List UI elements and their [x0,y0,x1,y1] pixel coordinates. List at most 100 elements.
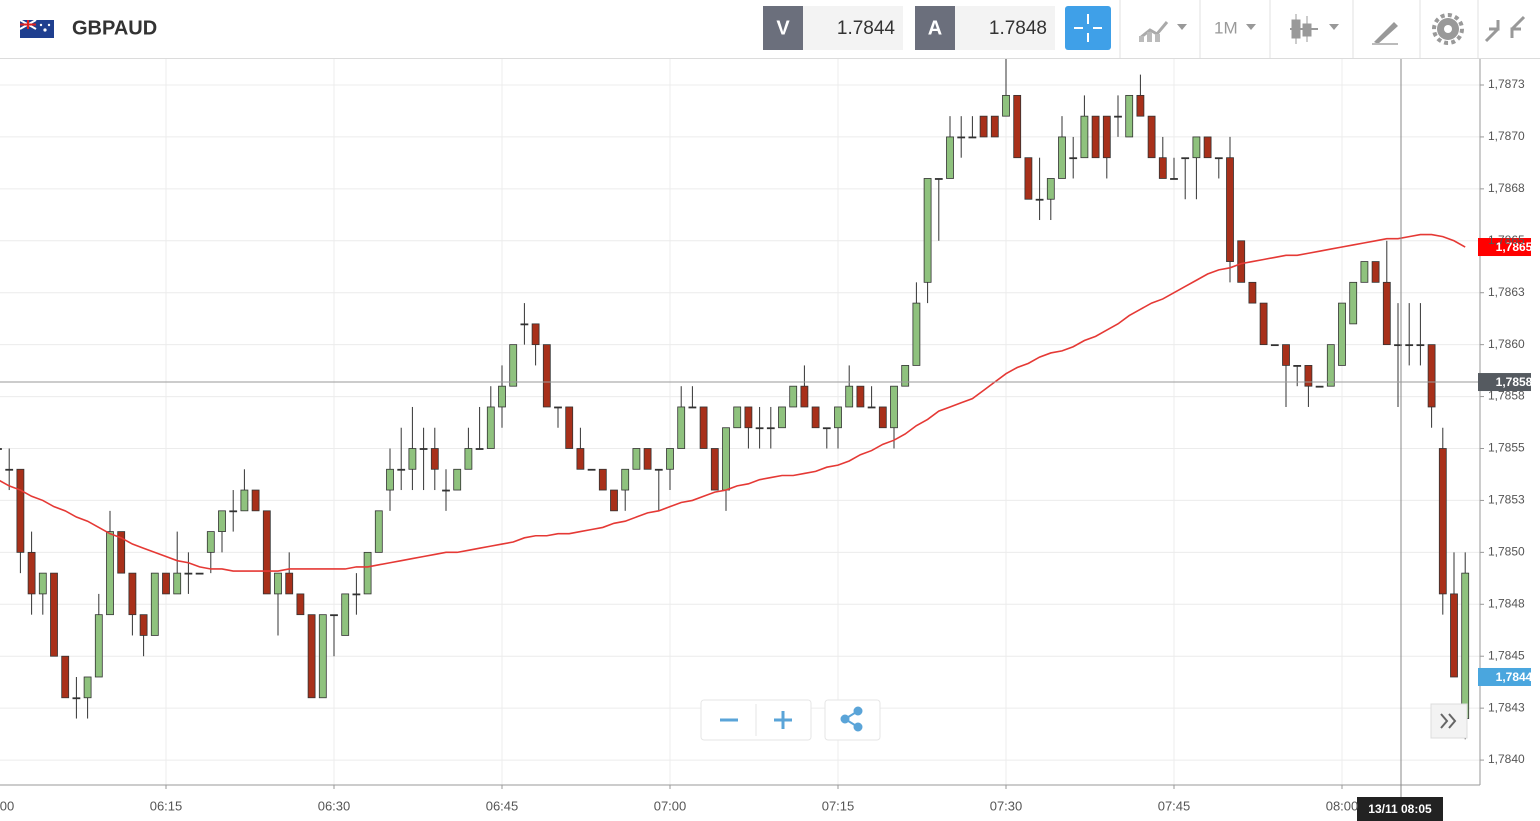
candle-body [576,448,585,470]
candle-body [262,510,271,595]
price-marker-label: 1,7858 [1496,375,1533,389]
candle-body [923,178,932,283]
candle-body [139,614,148,636]
x-tick-label: 07:00 [654,798,687,813]
candle-body [1136,94,1145,117]
candle-body [453,468,462,491]
candle-body [800,385,809,408]
share-button[interactable] [824,699,881,741]
candle-body [587,468,596,471]
candle-body [1013,94,1022,159]
candle-body [106,531,114,616]
candle-body [722,427,730,491]
candle-body [162,572,170,595]
candle-body [1024,157,1033,200]
x-tick-label: 06:15 [150,798,183,813]
candle-body [856,385,865,408]
candle-body [464,448,473,470]
candle-body [1125,94,1134,138]
candle-body [598,468,607,491]
candle-body [206,531,215,553]
candle-body [27,551,36,595]
candle-body [1315,385,1324,388]
candle-body [128,572,137,616]
candle-body [475,448,484,450]
candle-body [397,468,406,471]
price-marker [1478,667,1531,686]
candle-body [509,344,518,387]
candle-body [363,551,372,595]
candle-body [1237,240,1246,283]
collapse-button[interactable] [1484,15,1526,43]
candle-body [1080,115,1089,159]
candle-body [946,136,954,179]
candle-body [94,614,103,678]
crosshair-icon [1074,14,1102,42]
candle-body [61,655,70,699]
zoom-in-button[interactable] [774,711,792,729]
candle-body [1338,302,1346,366]
candle-body [1214,157,1223,160]
candle-body [1450,593,1458,678]
candle-body [1226,157,1234,262]
buy-button[interactable] [915,6,955,50]
candle-body [1326,344,1335,387]
candle-body [811,406,820,429]
candle-body [957,136,966,139]
candle-body [789,385,798,408]
y-tick-label: 1,7865 [1488,233,1525,247]
buy-price-box[interactable] [955,6,1055,50]
candle-body [386,468,394,491]
crosshair-label: 13/11 08:05 [1368,802,1432,816]
x-tick-label: 06:30 [318,798,351,813]
scroll-end-button[interactable] [1430,703,1468,739]
candle-body [1427,344,1436,408]
candle-body [408,448,417,470]
candle-body [296,593,305,616]
candle-body [430,448,439,470]
candle-body [677,406,686,449]
drawing-button[interactable] [1372,22,1398,45]
candle-body [1394,344,1402,347]
candle-body [240,489,249,512]
candle-body [352,593,361,596]
candle-body [621,468,630,491]
price-marker [1478,373,1531,392]
candle-body [486,406,495,449]
candle-body [565,406,574,449]
candle-body [5,468,14,471]
chart-type-button[interactable] [1139,21,1187,42]
candle-body [1158,157,1167,179]
candle-body [307,614,316,699]
candle-style-button[interactable] [1290,14,1339,44]
buy-price: 1.7848 [989,18,1047,39]
candle-body [1181,157,1190,160]
crosshair-button[interactable] [1065,6,1111,50]
settings-button[interactable] [1432,13,1464,45]
candle-body [1035,198,1044,201]
sell-button[interactable] [763,6,803,50]
sell-price-box[interactable] [803,6,903,50]
candle-body [867,406,876,409]
crosshair-label-bg [1357,797,1443,821]
timeframe-button[interactable]: 1M [1214,18,1256,37]
candle-body [218,510,226,532]
candle-body [890,385,898,429]
timeframe: 1M [1214,18,1238,37]
buy-label: A [928,17,942,39]
candle-body [150,572,159,636]
candle-body [990,115,999,138]
candle-body [666,448,674,470]
candle-body [1270,344,1279,347]
candle-body [1091,115,1100,159]
candle-body [72,697,81,700]
candle-body [610,489,618,512]
y-tick-label: 1,7843 [1488,700,1525,714]
candle-body [1170,178,1178,180]
candle-body [184,572,193,575]
moving-average-line [0,233,1466,572]
candle-body [318,614,327,699]
